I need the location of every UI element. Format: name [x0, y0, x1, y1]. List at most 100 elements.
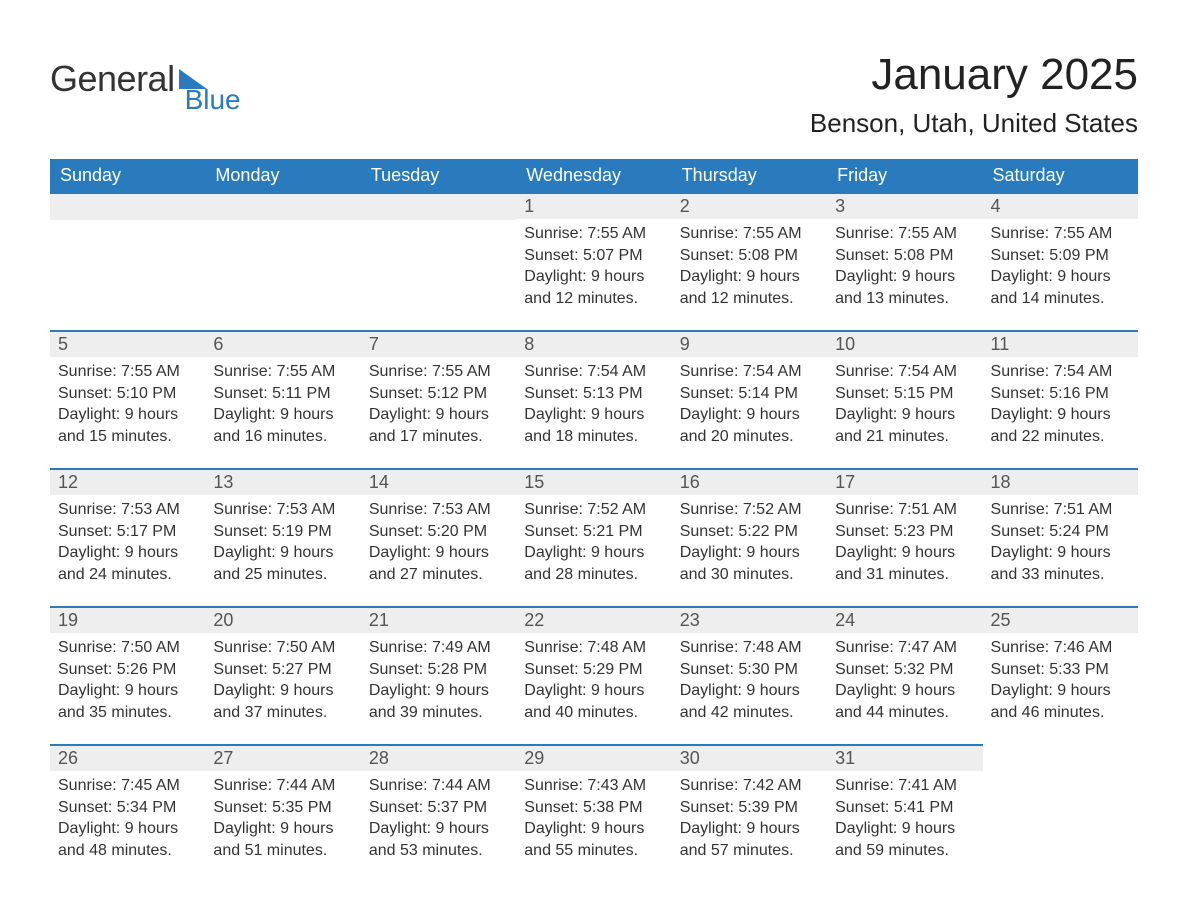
calendar-cell: 15Sunrise: 7:52 AMSunset: 5:21 PMDayligh…: [516, 468, 671, 606]
calendar-cell: 9Sunrise: 7:54 AMSunset: 5:14 PMDaylight…: [672, 330, 827, 468]
sunset-text: Sunset: 5:15 PM: [835, 383, 974, 405]
calendar-cell: 23Sunrise: 7:48 AMSunset: 5:30 PMDayligh…: [672, 606, 827, 744]
day-number: 4: [983, 192, 1138, 219]
calendar-row: 1Sunrise: 7:55 AMSunset: 5:07 PMDaylight…: [50, 192, 1138, 330]
sunset-text: Sunset: 5:41 PM: [835, 797, 974, 819]
sunrise-text: Sunrise: 7:52 AM: [680, 499, 819, 521]
day-body: Sunrise: 7:48 AMSunset: 5:29 PMDaylight:…: [516, 633, 671, 729]
day-number: 5: [50, 330, 205, 357]
sunrise-text: Sunrise: 7:42 AM: [680, 775, 819, 797]
daylight-text-2: and 28 minutes.: [524, 564, 663, 586]
day-body: Sunrise: 7:55 AMSunset: 5:08 PMDaylight:…: [672, 219, 827, 315]
sunset-text: Sunset: 5:12 PM: [369, 383, 508, 405]
sunrise-text: Sunrise: 7:41 AM: [835, 775, 974, 797]
daylight-text-2: and 51 minutes.: [213, 840, 352, 862]
daylight-text-1: Daylight: 9 hours: [524, 266, 663, 288]
daylight-text-2: and 59 minutes.: [835, 840, 974, 862]
daylight-text-1: Daylight: 9 hours: [835, 266, 974, 288]
daylight-text-1: Daylight: 9 hours: [680, 404, 819, 426]
calendar-cell: 4Sunrise: 7:55 AMSunset: 5:09 PMDaylight…: [983, 192, 1138, 330]
daylight-text-2: and 39 minutes.: [369, 702, 508, 724]
daylight-text-1: Daylight: 9 hours: [58, 542, 197, 564]
daylight-text-2: and 20 minutes.: [680, 426, 819, 448]
daylight-text-2: and 55 minutes.: [524, 840, 663, 862]
sunset-text: Sunset: 5:24 PM: [991, 521, 1130, 543]
sunrise-text: Sunrise: 7:44 AM: [213, 775, 352, 797]
daylight-text-1: Daylight: 9 hours: [369, 404, 508, 426]
sunset-text: Sunset: 5:27 PM: [213, 659, 352, 681]
title-block: January 2025 Benson, Utah, United States: [810, 50, 1138, 153]
sunrise-text: Sunrise: 7:48 AM: [524, 637, 663, 659]
day-number: 30: [672, 744, 827, 771]
calendar-cell: 20Sunrise: 7:50 AMSunset: 5:27 PMDayligh…: [205, 606, 360, 744]
day-header-row: Sunday Monday Tuesday Wednesday Thursday…: [50, 159, 1138, 192]
daylight-text-2: and 33 minutes.: [991, 564, 1130, 586]
sunset-text: Sunset: 5:17 PM: [58, 521, 197, 543]
daylight-text-1: Daylight: 9 hours: [524, 404, 663, 426]
day-body: Sunrise: 7:55 AMSunset: 5:11 PMDaylight:…: [205, 357, 360, 453]
calendar-cell: 26Sunrise: 7:45 AMSunset: 5:34 PMDayligh…: [50, 744, 205, 867]
day-number: 27: [205, 744, 360, 771]
day-body: Sunrise: 7:44 AMSunset: 5:35 PMDaylight:…: [205, 771, 360, 867]
day-number: 18: [983, 468, 1138, 495]
daylight-text-2: and 44 minutes.: [835, 702, 974, 724]
daylight-text-2: and 37 minutes.: [213, 702, 352, 724]
sunset-text: Sunset: 5:08 PM: [835, 245, 974, 267]
daylight-text-2: and 16 minutes.: [213, 426, 352, 448]
calendar-cell: [50, 192, 205, 330]
calendar-cell: 5Sunrise: 7:55 AMSunset: 5:10 PMDaylight…: [50, 330, 205, 468]
day-number: 8: [516, 330, 671, 357]
sunrise-text: Sunrise: 7:50 AM: [213, 637, 352, 659]
day-number: 12: [50, 468, 205, 495]
day-header: Wednesday: [516, 159, 671, 192]
daylight-text-2: and 46 minutes.: [991, 702, 1130, 724]
day-number: 21: [361, 606, 516, 633]
daylight-text-1: Daylight: 9 hours: [213, 680, 352, 702]
day-number: 25: [983, 606, 1138, 633]
sunrise-text: Sunrise: 7:54 AM: [835, 361, 974, 383]
daylight-text-1: Daylight: 9 hours: [680, 680, 819, 702]
day-body: Sunrise: 7:50 AMSunset: 5:26 PMDaylight:…: [50, 633, 205, 729]
day-number: 22: [516, 606, 671, 633]
calendar-cell: 17Sunrise: 7:51 AMSunset: 5:23 PMDayligh…: [827, 468, 982, 606]
sunset-text: Sunset: 5:34 PM: [58, 797, 197, 819]
day-body: Sunrise: 7:52 AMSunset: 5:22 PMDaylight:…: [672, 495, 827, 591]
daylight-text-1: Daylight: 9 hours: [991, 542, 1130, 564]
daylight-text-2: and 12 minutes.: [524, 288, 663, 310]
sunrise-text: Sunrise: 7:55 AM: [58, 361, 197, 383]
sunset-text: Sunset: 5:22 PM: [680, 521, 819, 543]
daylight-text-1: Daylight: 9 hours: [524, 818, 663, 840]
sunrise-text: Sunrise: 7:53 AM: [58, 499, 197, 521]
calendar-cell: [361, 192, 516, 330]
daylight-text-2: and 13 minutes.: [835, 288, 974, 310]
sunrise-text: Sunrise: 7:52 AM: [524, 499, 663, 521]
sunset-text: Sunset: 5:35 PM: [213, 797, 352, 819]
calendar-cell: 18Sunrise: 7:51 AMSunset: 5:24 PMDayligh…: [983, 468, 1138, 606]
daylight-text-2: and 14 minutes.: [991, 288, 1130, 310]
daylight-text-1: Daylight: 9 hours: [213, 542, 352, 564]
day-number: 20: [205, 606, 360, 633]
day-number: 13: [205, 468, 360, 495]
sunrise-text: Sunrise: 7:46 AM: [991, 637, 1130, 659]
daylight-text-2: and 53 minutes.: [369, 840, 508, 862]
day-body: Sunrise: 7:46 AMSunset: 5:33 PMDaylight:…: [983, 633, 1138, 729]
calendar-cell: [205, 192, 360, 330]
day-number: 15: [516, 468, 671, 495]
day-body: Sunrise: 7:50 AMSunset: 5:27 PMDaylight:…: [205, 633, 360, 729]
daylight-text-2: and 57 minutes.: [680, 840, 819, 862]
calendar-cell: 11Sunrise: 7:54 AMSunset: 5:16 PMDayligh…: [983, 330, 1138, 468]
sunset-text: Sunset: 5:19 PM: [213, 521, 352, 543]
calendar-cell: 3Sunrise: 7:55 AMSunset: 5:08 PMDaylight…: [827, 192, 982, 330]
daylight-text-2: and 25 minutes.: [213, 564, 352, 586]
sunrise-text: Sunrise: 7:50 AM: [58, 637, 197, 659]
sunrise-text: Sunrise: 7:45 AM: [58, 775, 197, 797]
daylight-text-1: Daylight: 9 hours: [991, 404, 1130, 426]
day-header: Friday: [827, 159, 982, 192]
daylight-text-2: and 15 minutes.: [58, 426, 197, 448]
day-body: Sunrise: 7:48 AMSunset: 5:30 PMDaylight:…: [672, 633, 827, 729]
day-body: Sunrise: 7:47 AMSunset: 5:32 PMDaylight:…: [827, 633, 982, 729]
day-body: Sunrise: 7:52 AMSunset: 5:21 PMDaylight:…: [516, 495, 671, 591]
day-number: 11: [983, 330, 1138, 357]
sunset-text: Sunset: 5:23 PM: [835, 521, 974, 543]
sunrise-text: Sunrise: 7:55 AM: [991, 223, 1130, 245]
